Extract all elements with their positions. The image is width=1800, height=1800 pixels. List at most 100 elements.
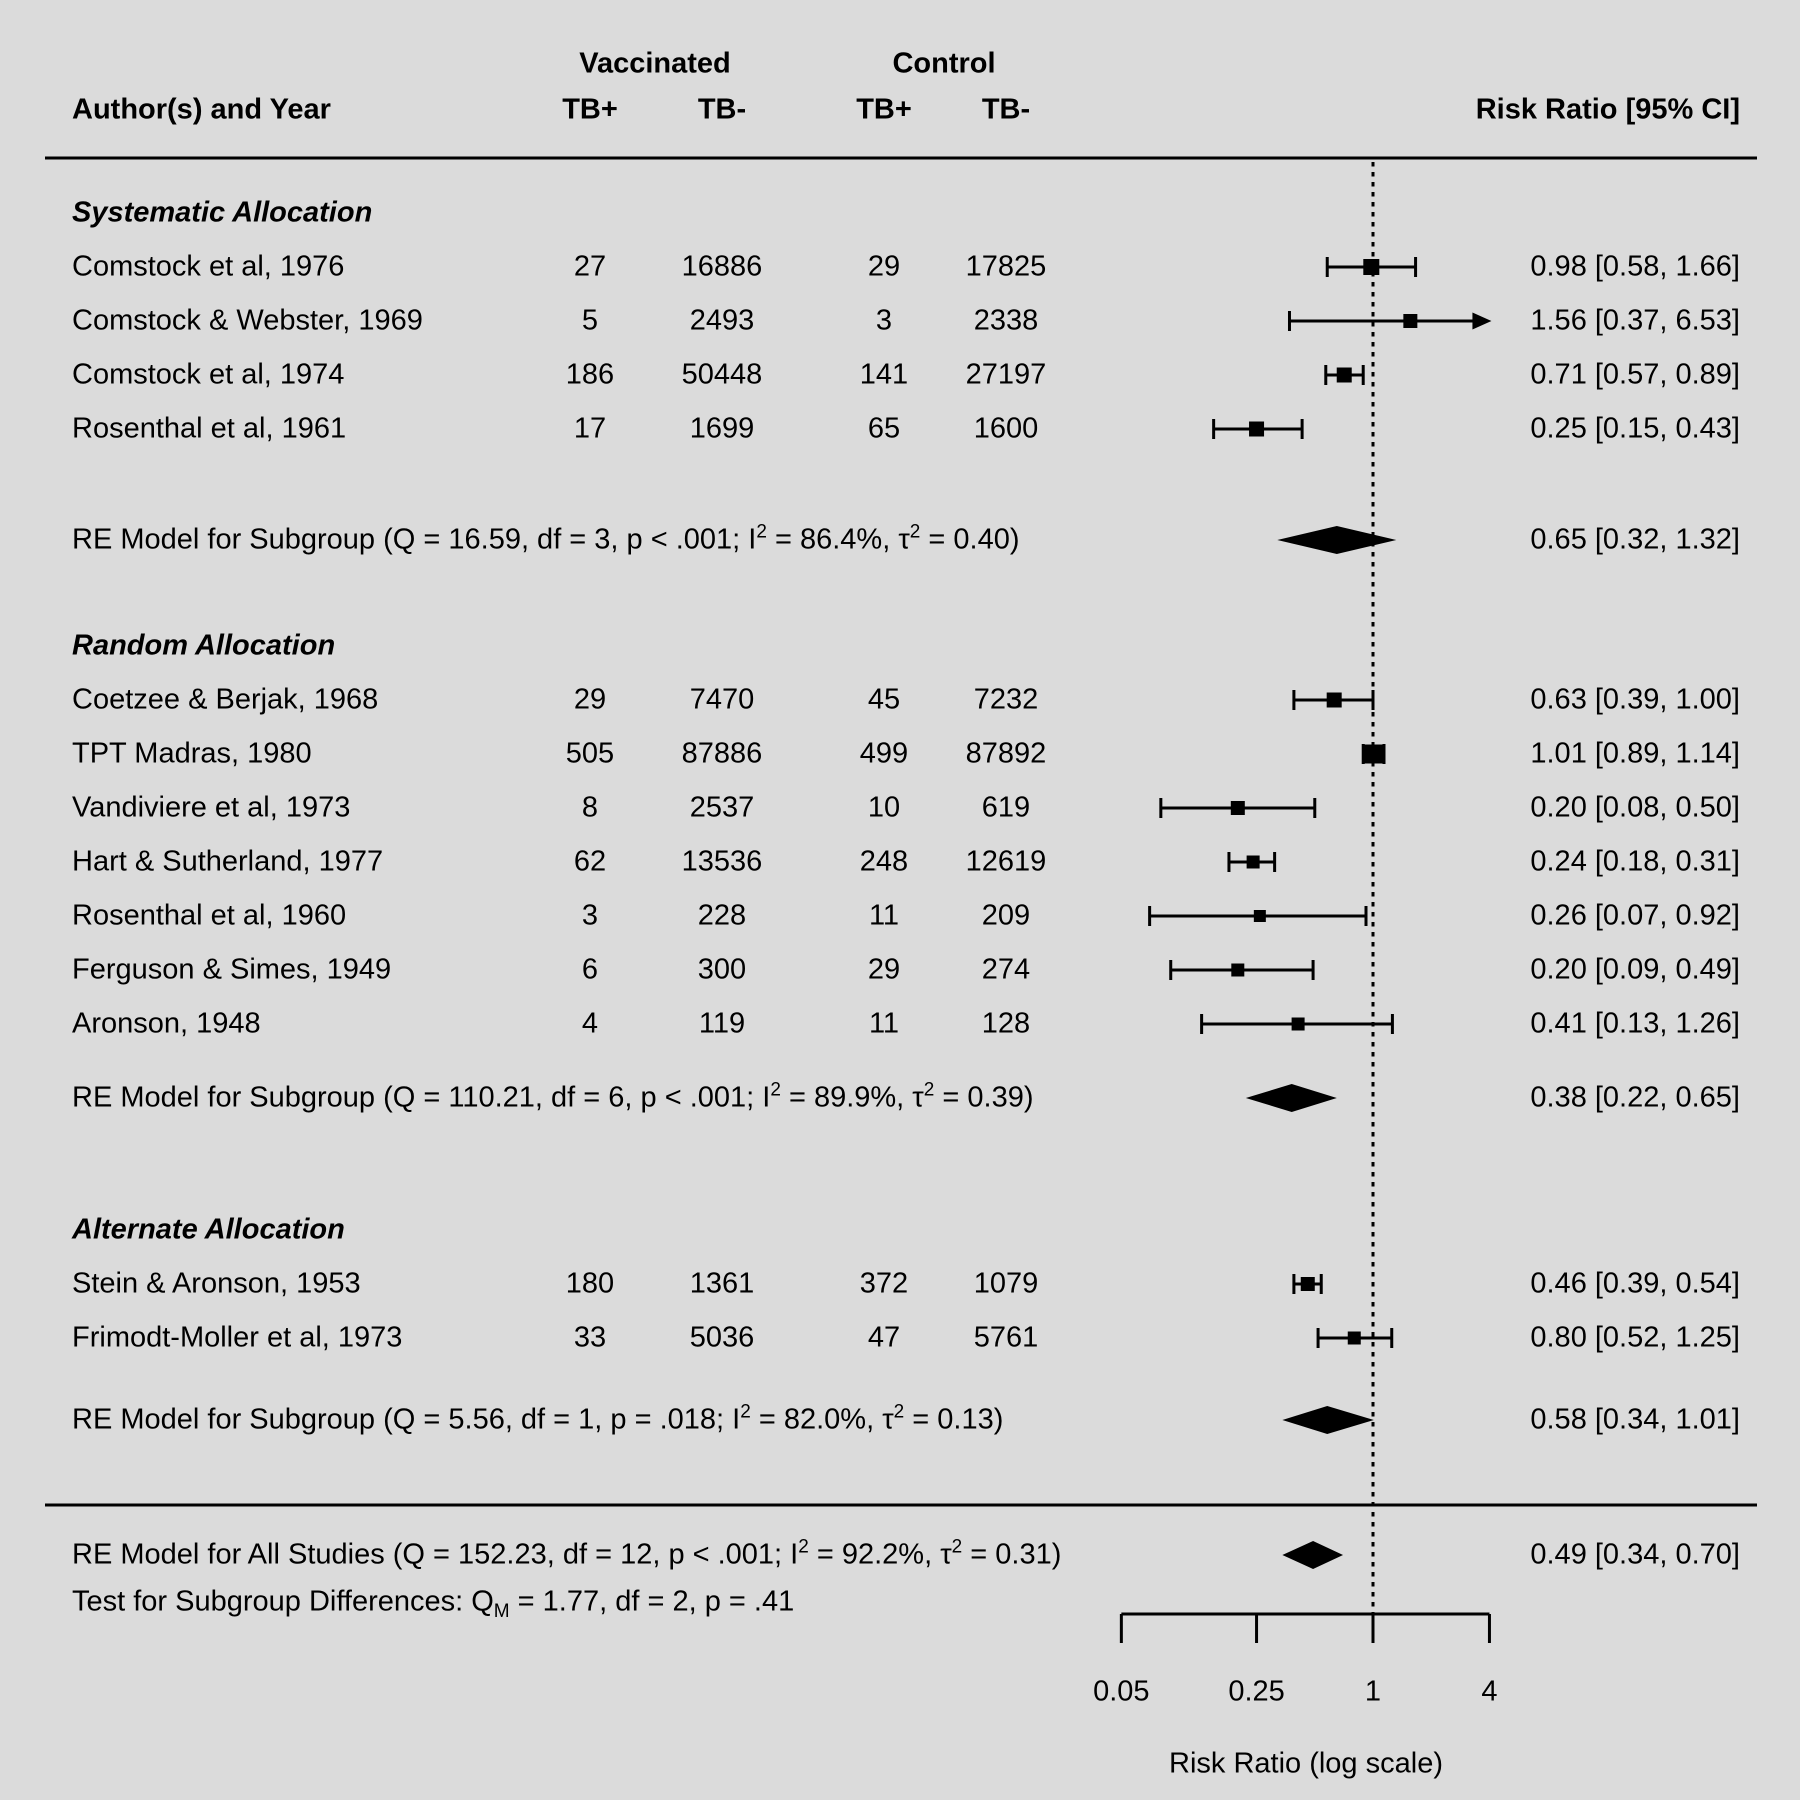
vaccinated-tbneg-value: 13536 [681,845,763,878]
vaccinated-tbneg-value: 119 [698,1007,746,1040]
point-square [1336,367,1352,383]
study-plot-row [1159,798,1317,818]
risk-ratio-column-header: Risk Ratio [95% CI] [1475,93,1740,126]
control-tbpos-value: 10 [867,791,901,824]
control-tbpos-value: 372 [859,1267,909,1300]
vaccinated-tbpos-value: 505 [565,737,615,770]
subgroup-header: Random Allocation [72,629,336,662]
study-label: Stein & Aronson, 1953 [72,1267,361,1300]
study-label: Comstock et al, 1974 [72,358,345,391]
vaccinated-tbneg-column-header: TB- [697,93,747,126]
control-tbpos-value: 248 [859,845,909,878]
risk-ratio-value: 0.63 [0.39, 1.00] [1530,683,1740,716]
control-tbneg-value: 7232 [973,683,1039,716]
control-tbpos-value: 3 [875,304,893,337]
x-axis-tick-label: 0.25 [1228,1675,1285,1708]
study-label: Frimodt-Moller et al, 1973 [72,1321,403,1354]
control-tbpos-value: 11 [868,1007,900,1040]
control-tbneg-value: 27197 [965,358,1047,391]
overall-summary-label: RE Model for All Studies (Q = 152.23, df… [72,1536,1062,1571]
study-plot-row [1316,1328,1394,1348]
risk-ratio-value: 0.46 [0.39, 0.54] [1530,1267,1740,1300]
control-tbpos-value: 65 [867,412,901,445]
vaccinated-tbpos-value: 62 [573,845,607,878]
vaccinated-tbpos-value: 33 [573,1321,607,1354]
vaccinated-tbpos-column-header: TB+ [562,93,618,126]
control-tbneg-value: 619 [981,791,1031,824]
study-label: Rosenthal et al, 1960 [72,899,347,932]
vaccinated-tbpos-value: 4 [581,1007,599,1040]
ci-clip-arrow [1472,312,1492,330]
control-tbneg-value: 5761 [973,1321,1039,1354]
vaccinated-tbneg-value: 1361 [689,1267,755,1300]
overall-summary-plot [1282,1541,1344,1569]
risk-ratio-value: 0.24 [0.18, 0.31] [1530,845,1740,878]
risk-ratio-value: 1.01 [0.89, 1.14] [1530,737,1740,770]
control-tbneg-value: 87892 [965,737,1047,770]
point-square [1246,855,1260,869]
subgroup-header: Alternate Allocation [72,1213,345,1246]
control-tbpos-value: 45 [867,683,901,716]
study-label: Hart & Sutherland, 1977 [72,845,384,878]
study-label: TPT Madras, 1980 [72,737,312,770]
vaccinated-tbneg-value: 50448 [681,358,763,391]
point-square [1249,421,1265,437]
x-axis-tick-label: 0.05 [1093,1675,1150,1708]
risk-ratio-value: 1.56 [0.37, 6.53] [1530,304,1740,337]
control-tbneg-column-header: TB- [981,93,1031,126]
subgroup-summary-label: RE Model for Subgroup (Q = 5.56, df = 1,… [72,1401,1004,1436]
study-plot-row [1200,1014,1394,1034]
subgroup-summary-risk-ratio: 0.58 [0.34, 1.01] [1530,1403,1740,1436]
control-tbneg-value: 1600 [973,412,1039,445]
risk-ratio-value: 0.80 [0.52, 1.25] [1530,1321,1740,1354]
x-axis-tick-label: 1 [1364,1675,1382,1708]
control-tbpos-value: 499 [859,737,909,770]
vaccinated-tbpos-value: 17 [573,412,607,445]
vaccinated-tbpos-value: 180 [565,1267,615,1300]
control-tbneg-value: 12619 [965,845,1047,878]
study-plot-row [1325,257,1418,277]
control-tbneg-value: 128 [981,1007,1031,1040]
control-group-header: Control [892,47,996,80]
author-column-header: Author(s) and Year [72,93,331,126]
control-tbneg-value: 274 [981,953,1031,986]
x-axis-title: Risk Ratio (log scale) [1169,1747,1443,1780]
plot-frame [45,156,1757,1643]
study-label: Vandiviere et al, 1973 [72,791,351,824]
control-tbneg-value: 17825 [965,250,1047,283]
risk-ratio-value: 0.71 [0.57, 0.89] [1530,358,1740,391]
vaccinated-tbneg-value: 300 [697,953,747,986]
risk-ratio-value: 0.20 [0.08, 0.50] [1530,791,1740,824]
point-square [1326,692,1342,708]
study-plot-row [1148,906,1368,926]
vaccinated-tbneg-value: 1699 [689,412,755,445]
study-label: Comstock et al, 1976 [72,250,345,283]
subgroup-summary-risk-ratio: 0.38 [0.22, 0.65] [1530,1081,1740,1114]
control-tbpos-value: 11 [868,899,900,932]
vaccinated-tbpos-value: 29 [573,683,607,716]
subgroup-header: Systematic Allocation [72,196,373,229]
vaccinated-tbpos-value: 3 [581,899,599,932]
point-square [1403,314,1418,328]
study-plot-row [1169,960,1315,980]
risk-ratio-value: 0.41 [0.13, 1.26] [1530,1007,1740,1040]
study-label: Ferguson & Simes, 1949 [72,953,392,986]
subgroup-summary-label: RE Model for Subgroup (Q = 110.21, df = … [72,1079,1034,1114]
summary-diamond [1277,526,1397,554]
study-plot-row [1227,852,1277,872]
vaccinated-group-header: Vaccinated [579,47,731,80]
summary-diamond [1282,1406,1374,1434]
vaccinated-tbpos-value: 8 [581,791,599,824]
vaccinated-tbneg-value: 16886 [681,250,763,283]
vaccinated-tbneg-value: 2537 [689,791,755,824]
point-square [1230,801,1245,815]
subgroup-test-label: Test for Subgroup Differences: QM = 1.77… [72,1585,795,1623]
study-plot-row [1292,690,1375,710]
x-axis-tick-label: 4 [1481,1675,1498,1708]
control-tbpos-value: 47 [867,1321,901,1354]
overall-risk-ratio: 0.49 [0.34, 0.70] [1530,1538,1740,1571]
vaccinated-tbneg-value: 5036 [689,1321,755,1354]
control-tbpos-value: 29 [867,953,901,986]
